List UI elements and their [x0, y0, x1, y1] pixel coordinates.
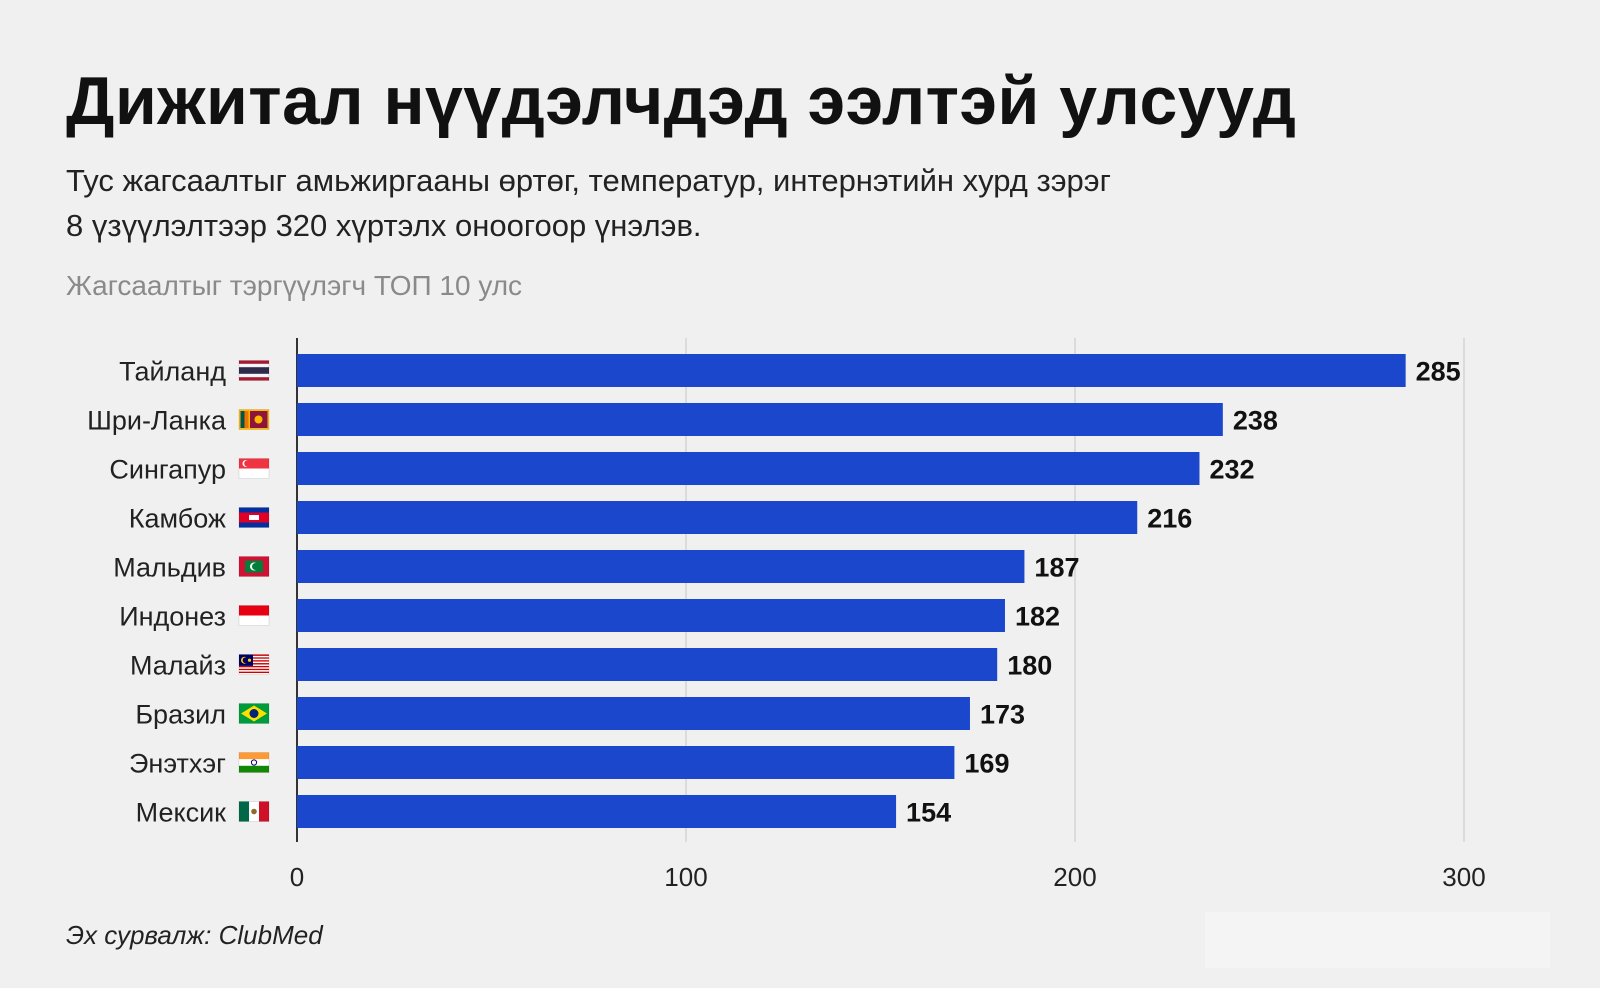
- data-label-6: 182: [1015, 602, 1060, 632]
- flag-sri-lanka-icon: [238, 409, 270, 430]
- bar-2: [297, 403, 1223, 436]
- x-tick-label-100: 100: [664, 862, 707, 892]
- source-note: Эх сурвалж: ClubMed: [66, 920, 323, 950]
- category-label-6: Индонез: [119, 602, 226, 632]
- chart-title: Дижитал нүүдэлчдэд ээлтэй улсууд: [66, 63, 1297, 139]
- bar-4: [297, 501, 1138, 534]
- data-label-2: 238: [1233, 406, 1278, 436]
- bar-8: [297, 697, 970, 730]
- category-label-4: Камбож: [129, 504, 226, 534]
- data-label-4: 216: [1147, 504, 1192, 534]
- data-label-3: 232: [1209, 455, 1254, 485]
- category-label-5: Мальдив: [113, 553, 226, 583]
- category-label-10: Мексик: [136, 798, 227, 828]
- bar-7: [297, 648, 998, 681]
- flag-thailand-icon: [238, 360, 270, 381]
- bar-3: [297, 452, 1200, 485]
- data-label-10: 154: [906, 798, 951, 828]
- data-label-7: 180: [1007, 651, 1052, 681]
- x-tick-label-300: 300: [1442, 862, 1485, 892]
- bar-chart: 0 100 200 300 285 Тайланд 238 Шри-Ланка 232 Синга…: [87, 338, 1486, 892]
- data-label-9: 169: [964, 749, 1009, 779]
- category-label-9: Энэтхэг: [129, 749, 226, 779]
- flag-indonesia-icon: [238, 605, 270, 626]
- subtitle-line-2: 8 үзүүлэлтээр 320 хүртэлх оноогоор үнэлэ…: [66, 208, 702, 243]
- category-label-3: Сингапур: [109, 455, 226, 485]
- bar-9: [297, 746, 955, 779]
- data-label-8: 173: [980, 700, 1025, 730]
- bar-5: [297, 550, 1025, 583]
- chart-subtitle: Тус жагсаалтыг амьжиргааны өртөг, темпер…: [66, 158, 1466, 248]
- category-label-1: Тайланд: [119, 357, 226, 387]
- flag-brazil-icon: [238, 703, 270, 724]
- flag-malaysia-icon: [238, 654, 270, 675]
- bar-10: [297, 795, 897, 828]
- chart-caption: Жагсаалтыг тэргүүлэгч ТОП 10 улс: [66, 270, 523, 301]
- bar-6: [297, 599, 1005, 632]
- flag-india-icon: [238, 752, 270, 773]
- flag-maldives-icon: [238, 556, 270, 577]
- category-label-7: Малайз: [130, 651, 226, 681]
- category-label-8: Бразил: [135, 700, 226, 730]
- flag-singapore-icon: [238, 458, 270, 479]
- x-tick-label-0: 0: [290, 862, 304, 892]
- data-label-1: 285: [1416, 357, 1461, 387]
- bar-1: [297, 354, 1406, 387]
- x-tick-label-200: 200: [1053, 862, 1096, 892]
- flag-mexico-icon: [238, 801, 270, 822]
- category-label-2: Шри-Ланка: [87, 406, 227, 436]
- watermark-area: [1205, 912, 1550, 968]
- flag-cambodia-icon: [238, 507, 270, 528]
- data-label-5: 187: [1034, 553, 1079, 583]
- subtitle-line-1: Тус жагсаалтыг амьжиргааны өртөг, темпер…: [66, 163, 1111, 198]
